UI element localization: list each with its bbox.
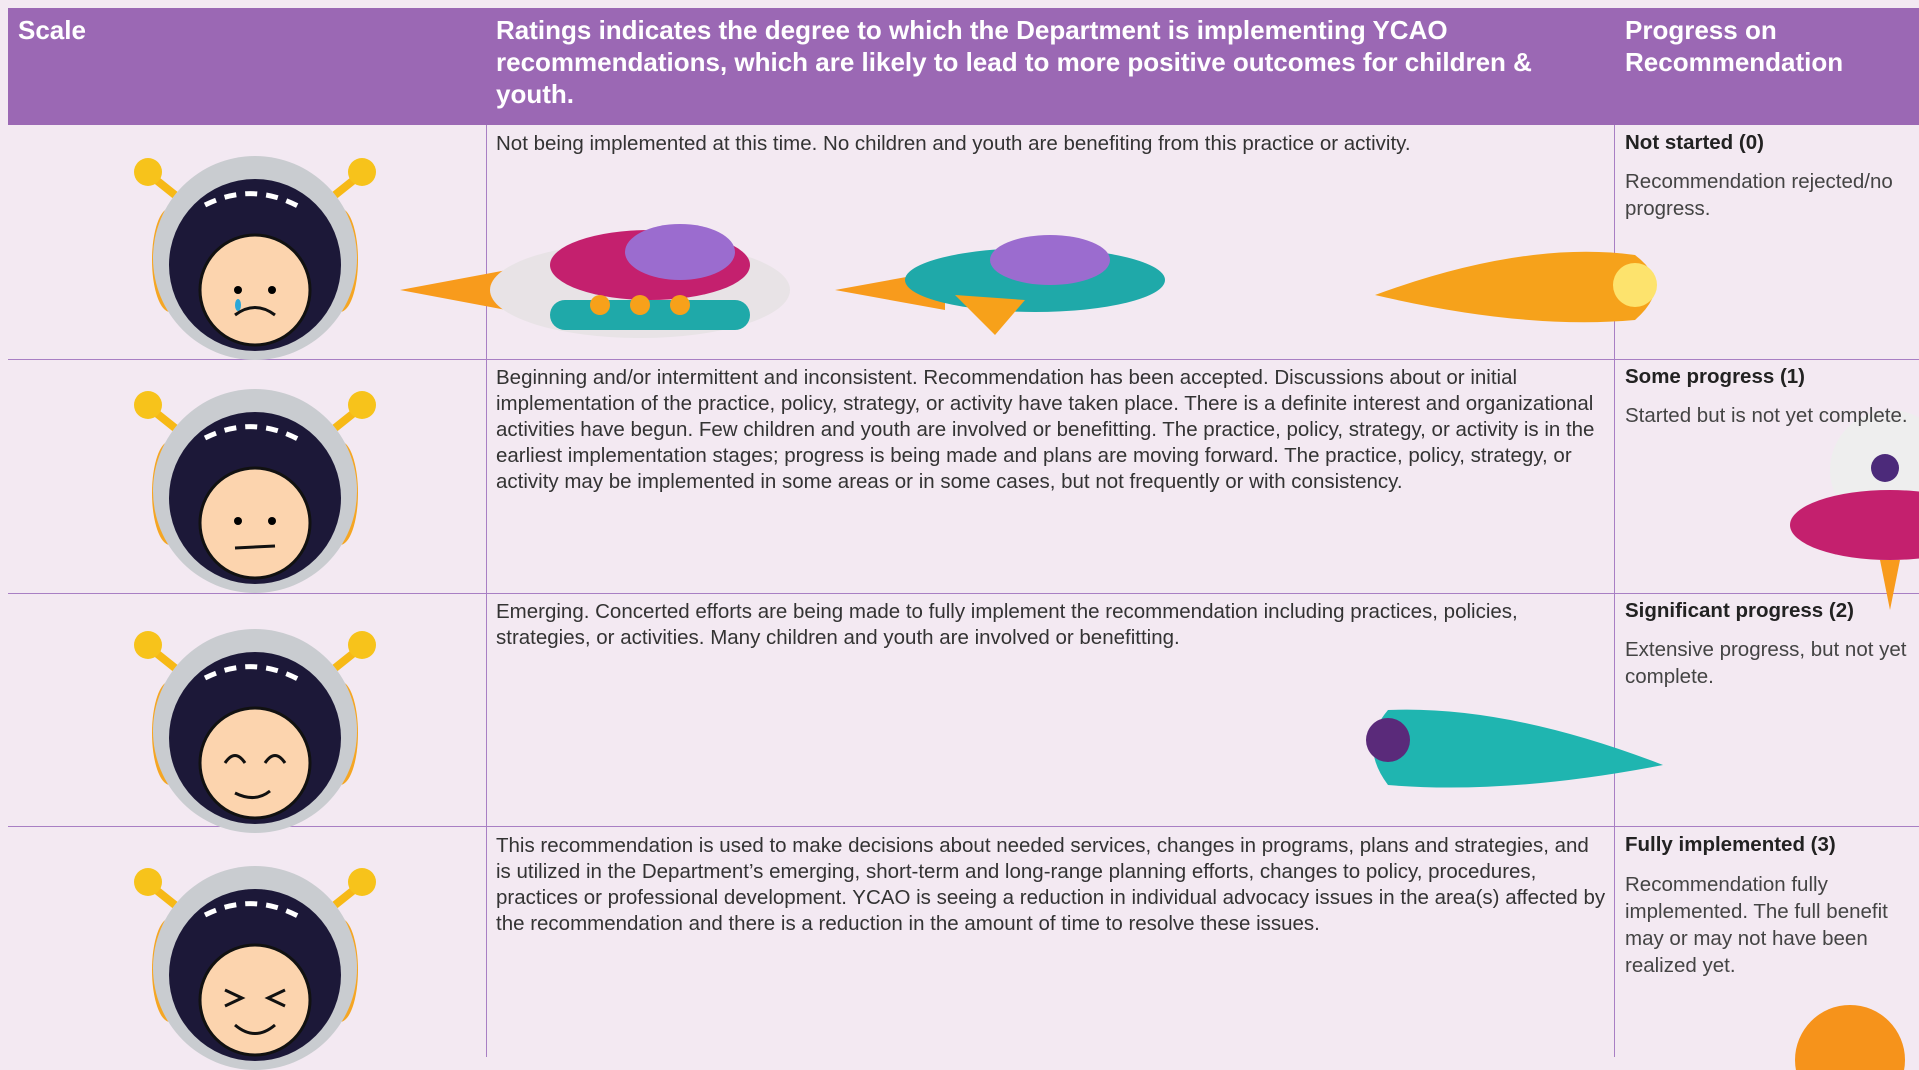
row-status: Significant progress (2)	[1625, 599, 1854, 622]
row-divider	[8, 826, 1919, 827]
row-status-description: Extensive progress, but not yet complete…	[1625, 638, 1907, 688]
row-description: Not being implemented at this time. No c…	[496, 132, 1411, 155]
row-status: Fully implemented (3)	[1625, 833, 1836, 856]
comet-teal	[1366, 709, 1663, 788]
row-divider	[8, 593, 1919, 594]
column-divider	[1614, 125, 1615, 1057]
rocket-illustration	[400, 224, 790, 338]
jet-illustration	[835, 235, 1165, 335]
header-bar	[8, 8, 1919, 125]
row-status: Not started (0)	[1625, 131, 1764, 154]
face-sad	[130, 140, 380, 360]
row-status-description: Started but is not yet complete.	[1625, 404, 1908, 427]
row-description: This recommendation is used to make deci…	[496, 834, 1606, 935]
row-description: Emerging. Concerted efforts are being ma…	[496, 600, 1518, 649]
row-description: Beginning and/or intermittent and incons…	[496, 366, 1595, 493]
header-scale: Scale	[18, 15, 86, 45]
header-progress: Progress on Recommendation	[1625, 15, 1844, 77]
face-neutral	[130, 373, 380, 593]
row-status-description: Recommendation fully implemented. The fu…	[1625, 873, 1888, 977]
row-divider	[8, 359, 1919, 360]
planet-illustration	[1795, 1005, 1905, 1070]
face-happy	[130, 850, 380, 1070]
ufo-illustration	[1790, 410, 1919, 610]
header-ratings: Ratings indicates the degree to which th…	[496, 15, 1532, 109]
comet-orange	[1375, 251, 1657, 323]
row-status: Some progress (1)	[1625, 365, 1805, 388]
face-content	[130, 613, 380, 833]
row-status-description: Recommendation rejected/no progress.	[1625, 170, 1893, 220]
column-divider	[486, 125, 487, 1057]
